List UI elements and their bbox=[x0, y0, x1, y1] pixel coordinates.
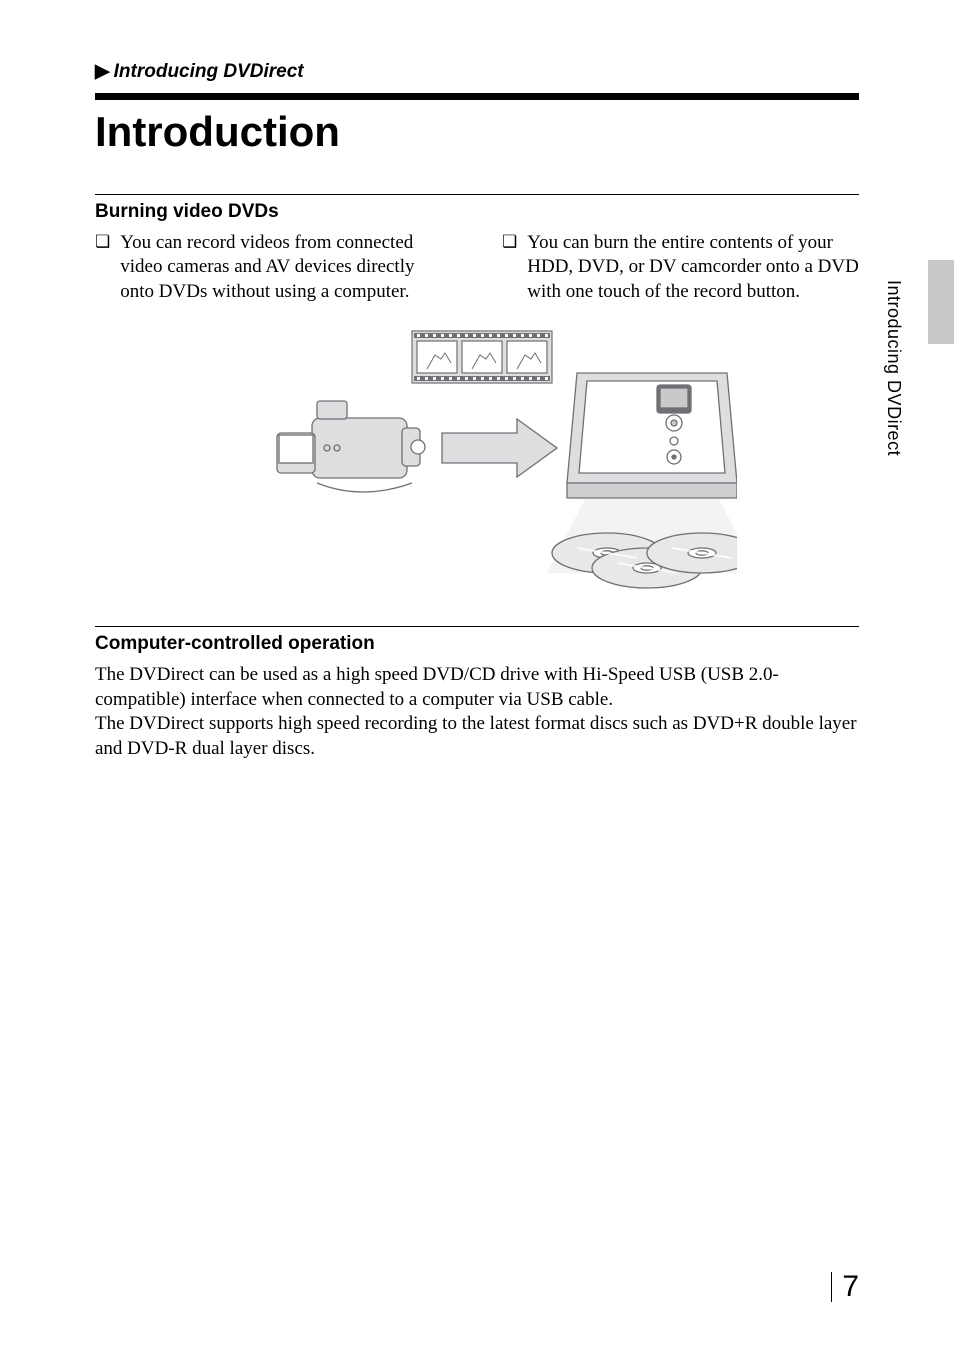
checkbox-bullet-icon: ❏ bbox=[502, 231, 517, 304]
bullet-text: You can record videos from connected vid… bbox=[120, 231, 452, 304]
thin-rule-2 bbox=[95, 626, 859, 627]
section-header-label: Introducing DVDirect bbox=[114, 61, 304, 82]
bullet-col-right: ❏ You can burn the entire contents of yo… bbox=[502, 231, 859, 304]
page-content: ▶Introducing DVDirect Introduction Burni… bbox=[0, 0, 954, 1352]
page-number: 7 bbox=[831, 1272, 859, 1302]
checkbox-bullet-icon: ❏ bbox=[95, 231, 110, 304]
body-paragraph: The DVDirect can be used as a high speed… bbox=[95, 663, 859, 762]
bullet-col-left: ❏ You can record videos from connected v… bbox=[95, 231, 452, 304]
thick-rule bbox=[95, 93, 859, 100]
bullet-text: You can burn the entire contents of your… bbox=[527, 231, 859, 304]
thin-rule-1 bbox=[95, 194, 859, 195]
triangle-marker-icon: ▶ bbox=[95, 60, 110, 83]
section-header: ▶Introducing DVDirect bbox=[95, 60, 859, 83]
subhead-computer: Computer-controlled operation bbox=[95, 633, 859, 655]
page-title: Introduction bbox=[95, 108, 859, 156]
illustration-camcorder-to-dvd bbox=[95, 318, 859, 598]
subhead-burning: Burning video DVDs bbox=[95, 201, 859, 223]
bullet-columns: ❏ You can record videos from connected v… bbox=[95, 231, 859, 304]
